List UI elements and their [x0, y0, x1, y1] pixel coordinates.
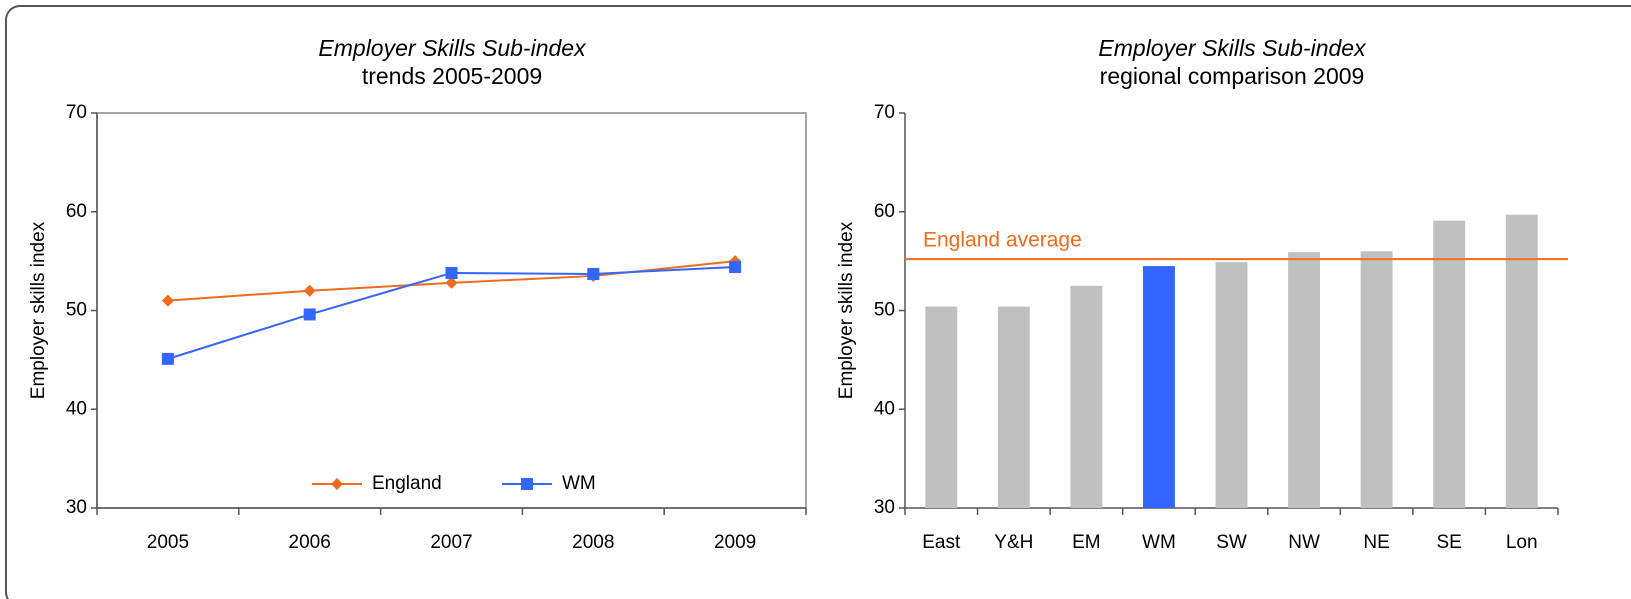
chart-title: Employer Skills Sub-index — [1098, 35, 1367, 61]
y-axis-label: Employer skills index — [28, 221, 49, 399]
x-tick-label: SW — [1216, 532, 1247, 553]
chart-title: Employer Skills Sub-index — [318, 35, 587, 61]
y-tick-label: 30 — [66, 497, 87, 518]
point-marker — [445, 276, 458, 289]
bar — [1288, 252, 1321, 508]
point-marker — [587, 267, 600, 280]
x-tick-label: Y&H — [994, 532, 1033, 553]
bar — [1505, 214, 1538, 508]
y-tick-label: 70 — [874, 102, 895, 123]
x-tick-label: EM — [1072, 532, 1101, 553]
y-tick-label: 50 — [66, 300, 87, 321]
x-tick-label: NW — [1288, 532, 1320, 553]
x-tick-label: SE — [1436, 532, 1461, 553]
chart-subtitle: regional comparison 2009 — [1100, 63, 1365, 89]
point-marker — [729, 261, 742, 274]
point-marker — [521, 478, 533, 490]
x-tick-label: Lon — [1506, 532, 1538, 553]
y-tick-label: 60 — [874, 201, 895, 222]
bar — [1433, 220, 1466, 508]
bar — [997, 306, 1030, 508]
point-marker — [161, 294, 174, 307]
x-tick-label: WM — [1142, 532, 1176, 553]
y-tick-label: 70 — [66, 102, 87, 123]
x-tick-label: East — [922, 532, 961, 553]
bar — [1070, 285, 1103, 508]
x-tick-label: NE — [1363, 532, 1389, 553]
bar — [1142, 266, 1175, 508]
point-marker — [331, 478, 343, 490]
x-tick-label: 2005 — [147, 532, 189, 553]
chart-subtitle: trends 2005-2009 — [362, 63, 542, 89]
legend-label: England — [372, 473, 442, 494]
y-tick-label: 30 — [874, 497, 895, 518]
point-marker — [303, 308, 316, 321]
x-tick-label: 2008 — [572, 532, 614, 553]
point-marker — [445, 266, 458, 279]
bar — [1215, 262, 1248, 508]
y-axis-label: Employer skills index — [836, 221, 857, 399]
x-tick-label: 2007 — [430, 532, 472, 553]
point-marker — [161, 352, 174, 365]
bar — [925, 306, 958, 508]
point-marker — [303, 284, 316, 297]
bar — [1360, 251, 1393, 508]
legend-label: WM — [562, 473, 596, 494]
reference-label: England average — [923, 229, 1082, 252]
y-tick-label: 50 — [874, 300, 895, 321]
y-tick-label: 60 — [66, 201, 87, 222]
x-tick-label: 2006 — [289, 532, 331, 553]
y-tick-label: 40 — [66, 398, 87, 419]
x-tick-label: 2009 — [714, 532, 756, 553]
y-tick-label: 40 — [874, 398, 895, 419]
